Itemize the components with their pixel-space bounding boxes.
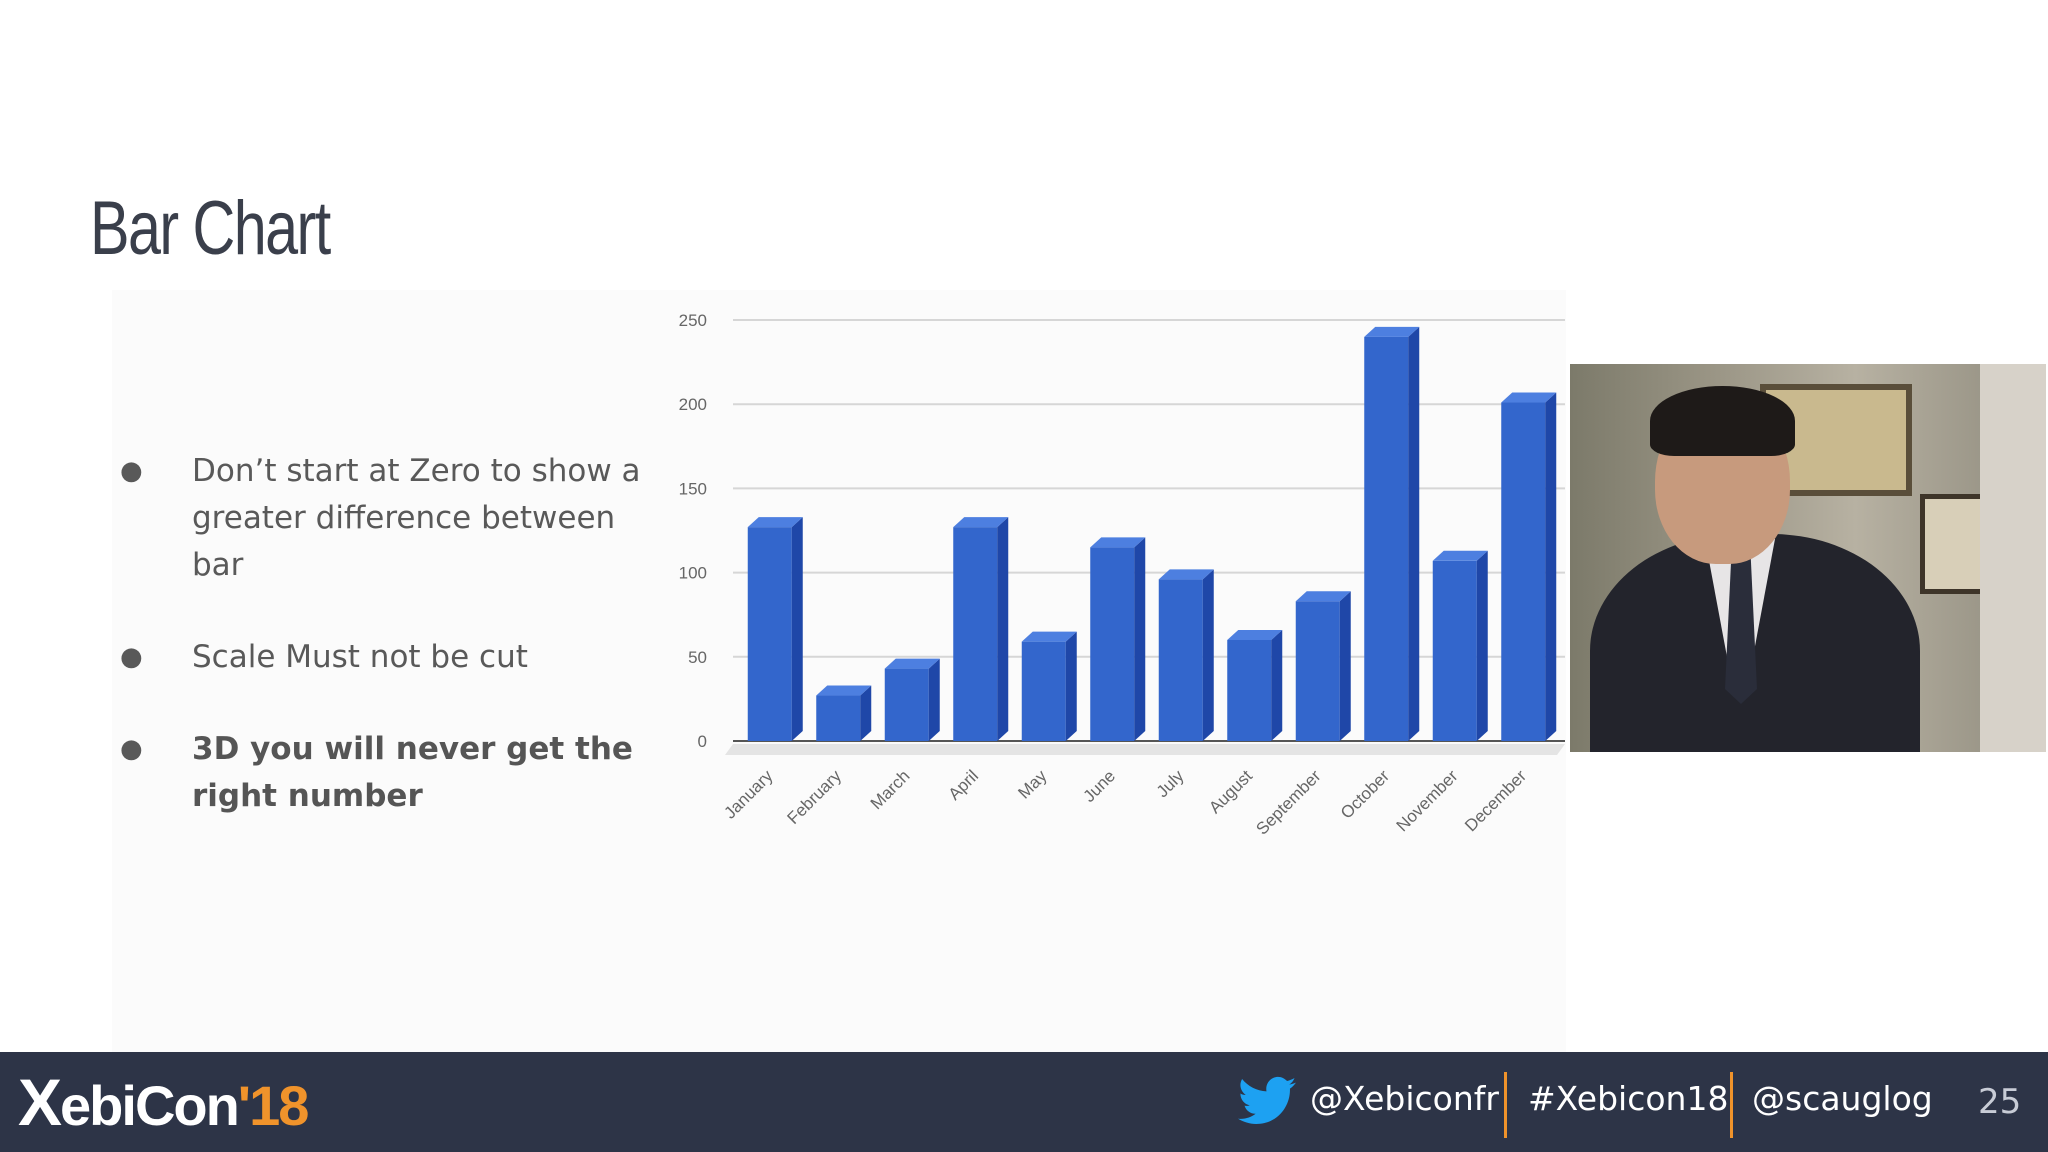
bullet-text: Scale Must not be cut (192, 639, 528, 675)
bar (884, 668, 929, 741)
bar-side (791, 517, 803, 741)
bar (1432, 560, 1477, 741)
x-tick-label: November (1393, 766, 1462, 835)
y-tick-label: 50 (688, 648, 707, 667)
bar-top (1158, 569, 1214, 580)
page-number: 25 (1978, 1082, 2022, 1122)
door (1980, 364, 2046, 752)
bar-top (1090, 537, 1146, 548)
bar (747, 527, 792, 741)
bar (1227, 639, 1272, 741)
speaker-handle: @scauglog (1752, 1079, 1933, 1118)
hashtag: #Xebicon18 (1528, 1079, 1729, 1118)
bullet-dot-icon: ● (120, 642, 143, 672)
bullet-item: ● Scale Must not be cut (120, 634, 650, 681)
x-tick-label: February (784, 766, 846, 828)
hair (1650, 386, 1795, 456)
bar-side (1065, 631, 1077, 741)
bar-top (816, 685, 872, 696)
bullet-item: ● Don’t start at Zero to show a greater … (120, 448, 650, 589)
logo-x: X (18, 1065, 62, 1139)
x-tick-label: March (867, 766, 914, 813)
xebicon-logo: XebiCon'18 (18, 1069, 310, 1137)
bar-top (747, 517, 803, 528)
bar-side (1476, 550, 1488, 741)
bar-chart: 0 50 100 150 200 250 January February March April… (679, 311, 1565, 839)
bar-top (953, 517, 1009, 528)
bar-side (1202, 569, 1214, 741)
x-tick-label: August (1205, 766, 1256, 817)
bar (1021, 641, 1066, 741)
bar-side (1408, 326, 1420, 741)
tie (1725, 554, 1757, 704)
bar-top (1021, 631, 1077, 642)
bullet-item: ● 3D you will never get the right number (120, 726, 650, 820)
bar-side (1339, 591, 1351, 741)
bar-top (1432, 550, 1488, 561)
bar-top (1227, 629, 1283, 640)
separator (1730, 1072, 1733, 1138)
bar-top (1295, 591, 1351, 602)
x-tick-label: June (1080, 766, 1120, 806)
y-tick-label: 250 (679, 311, 707, 330)
logo-text: ebiCon (60, 1074, 240, 1137)
y-tick-label: 150 (679, 479, 707, 498)
bar (1158, 579, 1203, 741)
bar (1090, 547, 1135, 741)
x-tick-label: May (1014, 766, 1050, 802)
bar-top (1364, 326, 1420, 337)
bullet-text: Don’t start at Zero to show a greater di… (192, 453, 641, 583)
y-tick-label: 0 (698, 732, 707, 751)
bar-top (884, 658, 940, 669)
bar-side (928, 658, 940, 741)
bullet-list: ● Don’t start at Zero to show a greater … (120, 448, 650, 865)
chart-floor (725, 744, 1565, 755)
bullet-text: 3D you will never get the right number (192, 731, 633, 814)
bullet-dot-icon: ● (120, 456, 143, 486)
bar (816, 695, 861, 741)
y-tick-label: 100 (679, 564, 707, 583)
footer-bar: XebiCon'18 @Xebiconfr #Xebicon18 @scaugl… (0, 1052, 2048, 1152)
bar (953, 527, 998, 741)
separator (1504, 1072, 1507, 1138)
slide-title: Bar Chart (90, 186, 331, 271)
bar (1501, 402, 1546, 741)
x-tick-label: July (1153, 766, 1188, 801)
bar-side (1134, 537, 1146, 741)
bullet-dot-icon: ● (120, 734, 143, 764)
y-tick-label: 200 (679, 395, 707, 414)
logo-year: '18 (237, 1074, 310, 1137)
presenter-photo (1570, 364, 2046, 752)
x-tick-label: October (1337, 766, 1393, 822)
twitter-bird-icon (1238, 1076, 1296, 1124)
bar (1295, 601, 1340, 741)
x-tick-label: January (720, 766, 777, 823)
bar-side (860, 685, 872, 741)
bar-top (1501, 392, 1557, 403)
bar-side (997, 517, 1009, 741)
bar-side (1271, 629, 1283, 741)
x-tick-label: April (945, 766, 982, 803)
bar (1364, 336, 1409, 741)
x-tick-label: September (1252, 766, 1324, 838)
x-tick-label: December (1461, 766, 1530, 835)
bar-side (1545, 392, 1557, 741)
twitter-handle: @Xebiconfr (1310, 1079, 1499, 1118)
